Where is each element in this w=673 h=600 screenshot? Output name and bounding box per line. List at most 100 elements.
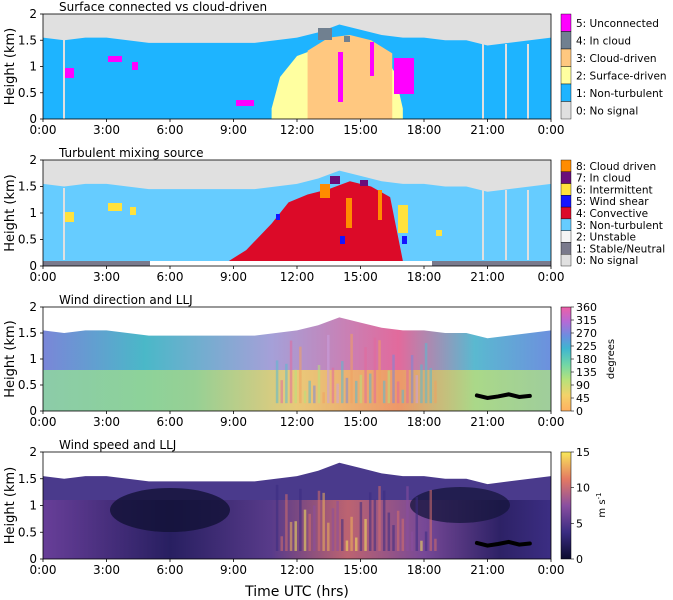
panel-2-in-cloud-patches: [330, 176, 368, 186]
panel-3: Wind direction and LLJ 0 0.5 1 1.5 2 Height (…: [3, 293, 617, 429]
y-axis-label: Height (km): [3, 467, 18, 544]
legend-label: 0: No signal: [576, 105, 638, 117]
y-axis-label: Height (km): [3, 320, 18, 397]
y-axis-label: Height (km): [3, 174, 18, 251]
panel-1-y-axis: 0 0.5 1 1.5 2 Height (km): [3, 7, 43, 126]
variability-stripe: [406, 369, 409, 404]
variability-stripe: [285, 494, 288, 551]
variability-stripe: [354, 380, 358, 404]
y-tick-label: 2: [29, 445, 37, 459]
x-tick-label: 15:00: [343, 123, 378, 137]
variability-stripe: [368, 373, 372, 404]
x-tick-label: 9:00: [220, 415, 247, 429]
x-tick-label: 0:00: [538, 415, 565, 429]
panel-3-x-axis: 0:00 3:00 6:00 9:00 12:00 15:00 18:00 21:00 0:00: [30, 411, 565, 429]
panel-1-gap-lines: [63, 40, 529, 119]
panel-2-surface-bar: [43, 261, 551, 266]
legend-swatch: [560, 101, 572, 120]
x-tick-label: 21:00: [470, 563, 505, 577]
legend-label: 5: Unconnected: [576, 18, 659, 30]
panel-3-variability-stripes: [275, 333, 437, 404]
colorbar-tick-label: 270: [576, 327, 597, 340]
y-tick-label: 1.5: [18, 180, 37, 194]
y-tick-label: 1: [29, 352, 37, 366]
y-tick-label: 0.5: [18, 86, 37, 100]
variability-stripe: [359, 374, 363, 404]
x-tick-label: 0:00: [30, 415, 57, 429]
variability-stripe: [345, 540, 349, 551]
variability-stripe: [378, 486, 381, 551]
x-tick-label: 9:00: [220, 270, 247, 284]
panel-4-title: Wind speed and LLJ: [59, 438, 176, 452]
panel-2-title: Turbulent mixing source: [58, 146, 203, 160]
x-tick-label: 18:00: [407, 415, 442, 429]
variability-stripe: [289, 521, 293, 551]
colorbar-tick-label: 10: [576, 482, 590, 495]
panel-1-title: Surface connected vs cloud-driven: [59, 0, 267, 14]
variability-stripe: [303, 390, 307, 404]
panel-2: Turbulent mixing source: [3, 146, 665, 284]
legend-label: 2: Surface-driven: [576, 70, 667, 82]
variability-stripe: [429, 489, 433, 551]
variability-stripe: [336, 500, 339, 551]
variability-stripe: [424, 531, 428, 551]
x-tick-label: 6:00: [157, 270, 184, 284]
panel-2-gap-lines: [63, 188, 529, 260]
variability-stripe: [308, 513, 311, 551]
x-tick-label: 9:00: [220, 123, 247, 137]
y-tick-label: 0: [29, 404, 37, 418]
legend-swatch: [560, 66, 572, 85]
variability-stripe: [401, 518, 405, 551]
legend-label: 6: Intermittent: [576, 184, 653, 196]
variability-stripe: [322, 492, 325, 551]
variability-stripe: [331, 367, 335, 404]
variability-stripe: [275, 360, 279, 404]
variability-stripe: [327, 334, 330, 404]
x-tick-label: 15:00: [343, 415, 378, 429]
legend-label: 3: Cloud-driven: [576, 53, 657, 65]
variability-stripe: [275, 484, 279, 551]
variability-stripe: [313, 505, 316, 551]
variability-stripe: [410, 531, 414, 551]
variability-stripe: [354, 537, 358, 551]
legend-label: 7: In cloud: [576, 173, 631, 185]
x-tick-label: 3:00: [93, 563, 120, 577]
legend-swatch: [560, 242, 572, 255]
legend-swatch: [560, 183, 572, 196]
panel-4-weak-wind-core: [110, 488, 230, 532]
legend-label: 5: Wind shear: [576, 196, 649, 208]
x-tick-label: 0:00: [538, 123, 565, 137]
variability-stripe: [359, 502, 363, 551]
panel-2-y-axis: 0 0.5 1 1.5 2 Height (km): [3, 153, 43, 273]
variability-stripe: [313, 385, 316, 404]
x-tick-label: 0:00: [538, 270, 565, 284]
panel-1: Surface connected vs cloud-driven: [3, 0, 667, 137]
variability-stripe: [294, 369, 297, 404]
variability-stripe: [410, 355, 414, 404]
legend-swatch: [560, 218, 572, 231]
legend-swatch: [560, 83, 572, 102]
variability-stripe: [285, 363, 288, 404]
panel-2-convective-region: [225, 181, 403, 266]
y-axis-label: Height (km): [3, 28, 18, 105]
variability-stripe: [396, 510, 400, 551]
y-tick-label: 0: [29, 259, 37, 273]
colorbar-tick-label: 315: [576, 314, 597, 327]
legend-label: 4: In cloud: [576, 35, 631, 47]
legend-label: 2: Unstable: [576, 232, 636, 244]
panel-3-colorbar: [560, 306, 572, 412]
panel-1-in-cloud-patches: [318, 28, 350, 42]
y-tick-label: 2: [29, 153, 37, 167]
variability-stripe: [434, 380, 437, 404]
variability-stripe: [382, 490, 386, 551]
legend-swatch: [560, 48, 572, 67]
x-tick-label: 0:00: [30, 123, 57, 137]
x-tick-label: 3:00: [93, 123, 120, 137]
variability-stripe: [373, 337, 377, 404]
x-tick-label: 0:00: [538, 563, 565, 577]
panel-3-title: Wind direction and LLJ: [59, 293, 193, 307]
colorbar-tick-label: 360: [576, 301, 597, 314]
x-tick-label: 21:00: [470, 270, 505, 284]
